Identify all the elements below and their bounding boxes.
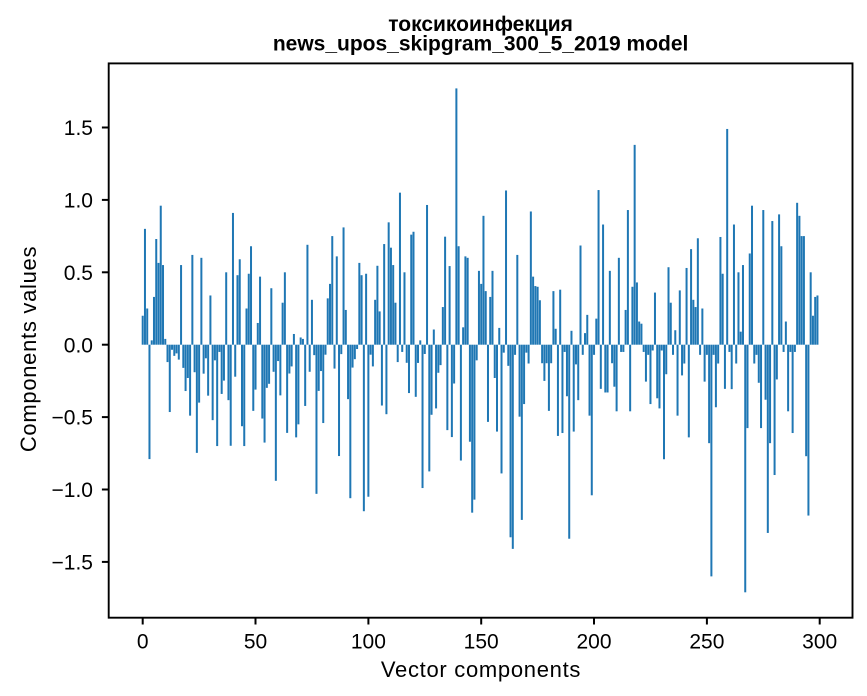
svg-text:0.0: 0.0 xyxy=(64,334,93,357)
svg-text:250: 250 xyxy=(689,631,724,654)
svg-text:Vector components: Vector components xyxy=(381,657,581,682)
svg-text:−0.5: −0.5 xyxy=(52,407,93,430)
svg-text:300: 300 xyxy=(802,631,837,654)
svg-text:100: 100 xyxy=(351,631,386,654)
svg-text:1.5: 1.5 xyxy=(64,117,93,140)
svg-text:−1.5: −1.5 xyxy=(52,552,93,575)
svg-text:0.5: 0.5 xyxy=(64,262,93,285)
svg-text:150: 150 xyxy=(464,631,499,654)
svg-text:news_upos_skipgram_300_5_2019: news_upos_skipgram_300_5_2019 model xyxy=(273,33,689,56)
svg-text:Components values: Components values xyxy=(16,246,41,452)
svg-text:токсикоинфекция: токсикоинфекция xyxy=(388,13,573,36)
svg-text:50: 50 xyxy=(244,631,267,654)
svg-text:1.0: 1.0 xyxy=(64,190,93,213)
svg-text:200: 200 xyxy=(576,631,611,654)
svg-text:−1.0: −1.0 xyxy=(52,479,93,502)
svg-text:0: 0 xyxy=(137,631,149,654)
